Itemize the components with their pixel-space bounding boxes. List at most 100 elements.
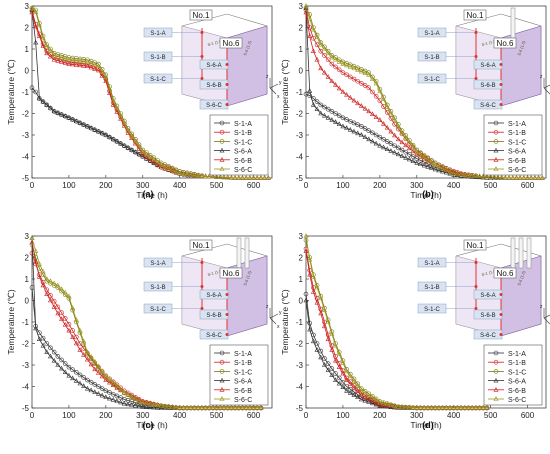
pile-label-no6-box <box>219 267 243 279</box>
axis-x-arrow <box>269 317 277 325</box>
data-point <box>465 173 471 179</box>
data-point <box>151 401 157 407</box>
sensor-label: S-1-A <box>424 31 439 37</box>
data-point <box>318 110 324 116</box>
x-tick-label: 600 <box>247 411 261 420</box>
data-point <box>395 404 401 409</box>
data-point <box>333 82 339 87</box>
data-point <box>88 387 94 393</box>
y-tick-label: -2 <box>296 340 304 349</box>
data-point <box>44 291 50 296</box>
data-point <box>322 104 327 110</box>
data-point <box>488 175 494 180</box>
data-point <box>381 137 386 142</box>
data-point <box>29 9 35 15</box>
data-point <box>362 105 368 111</box>
data-point <box>92 61 98 67</box>
axis-y-arrow <box>543 84 550 89</box>
legend-marker <box>219 377 225 383</box>
data-point <box>99 130 105 136</box>
data-point <box>366 136 372 142</box>
data-point <box>74 334 79 340</box>
axis-x-arrow <box>543 87 550 95</box>
data-point <box>51 280 57 286</box>
sensor-label: S-1-C <box>150 307 166 313</box>
y-tick-label: -3 <box>296 131 304 140</box>
data-point <box>81 375 86 380</box>
pile-label-no1-box <box>189 9 213 21</box>
y-tick-label: 1 <box>299 275 304 284</box>
x-tick-label: 200 <box>373 411 387 420</box>
pile-label-no1-box <box>189 239 213 251</box>
data-point <box>110 102 116 107</box>
data-point <box>314 56 320 62</box>
y-tick-label: -5 <box>22 174 30 183</box>
data-point <box>132 138 138 144</box>
sensor-label: S-1-A <box>150 31 165 37</box>
data-point <box>95 370 101 375</box>
data-point <box>55 362 61 367</box>
pile-label-no1: No.1 <box>467 11 484 20</box>
data-point <box>225 174 231 180</box>
data-point <box>414 405 420 410</box>
legend-label: S-1-B <box>508 130 526 137</box>
pile-label-no1: No.1 <box>467 241 484 250</box>
axis-letter-z: z <box>540 74 543 80</box>
data-point <box>340 123 346 129</box>
data-point <box>88 379 94 385</box>
data-point <box>77 380 83 386</box>
data-point <box>510 175 516 180</box>
data-point <box>314 34 320 39</box>
data-point <box>243 405 249 410</box>
series-s-6-c <box>303 3 545 180</box>
data-point <box>344 117 349 122</box>
sensor-point <box>225 83 229 86</box>
data-point <box>436 167 442 173</box>
data-point <box>59 357 64 363</box>
data-point <box>318 48 324 54</box>
data-point <box>484 405 490 410</box>
data-point <box>132 395 138 401</box>
data-point <box>77 327 83 333</box>
data-point <box>388 402 394 408</box>
data-point <box>62 113 68 118</box>
y-axis-label: Temperature (℃) <box>280 59 290 124</box>
data-point <box>410 404 416 410</box>
data-point <box>473 405 479 410</box>
data-point <box>410 144 416 150</box>
data-point <box>59 365 65 371</box>
data-point <box>362 390 368 395</box>
data-point <box>199 173 205 178</box>
data-point <box>462 405 468 410</box>
data-point <box>143 399 149 405</box>
data-point <box>469 174 475 179</box>
sensor-label: S-6-C <box>480 333 496 339</box>
pile-diagram: S-1 (1.0) S-6 (1.0) No.1 No.6 S-1-A S-1-B S-1-… <box>417 7 550 110</box>
data-point <box>307 326 313 332</box>
data-point <box>36 274 42 279</box>
data-point <box>173 404 179 410</box>
data-point <box>425 157 431 162</box>
data-point <box>325 50 331 56</box>
data-point <box>307 33 313 38</box>
data-point <box>262 175 268 180</box>
sensor-point <box>225 313 229 316</box>
data-point <box>107 134 113 139</box>
legend-label: S-1-B <box>234 130 252 137</box>
data-point <box>143 404 149 409</box>
data-point <box>325 106 331 112</box>
data-point <box>66 364 72 370</box>
data-point <box>155 159 161 165</box>
data-point <box>173 169 179 174</box>
data-point <box>118 140 124 146</box>
data-point <box>395 405 401 410</box>
y-tick-label: 2 <box>25 254 30 263</box>
data-point <box>477 174 483 180</box>
data-point <box>110 382 116 388</box>
data-point <box>462 173 468 178</box>
y-tick-label: 0 <box>299 297 304 306</box>
sensor-label: S-6-B <box>206 313 221 319</box>
data-point <box>321 307 327 312</box>
data-point <box>358 387 364 393</box>
legend-marker <box>493 156 499 162</box>
